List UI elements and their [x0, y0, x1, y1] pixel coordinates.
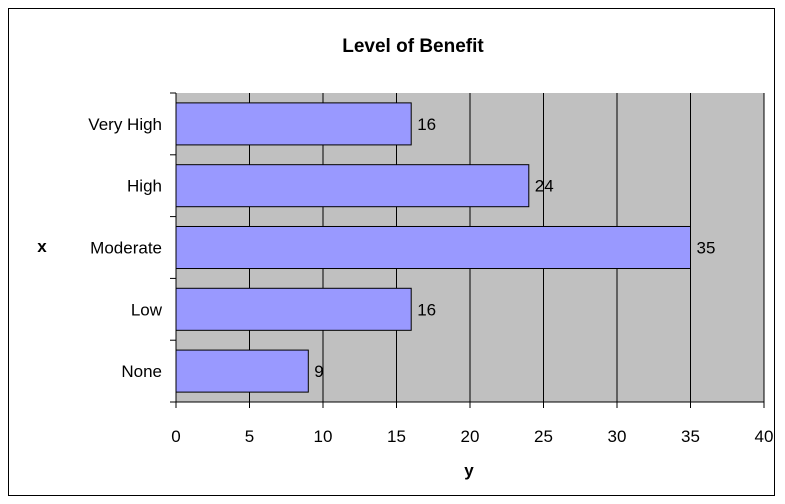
- bar-none: [175, 349, 309, 393]
- data-label: 16: [417, 115, 436, 134]
- bar-moderate: [175, 225, 691, 270]
- category-label: Low: [131, 300, 163, 319]
- bar-low: [175, 287, 412, 331]
- category-label: High: [127, 177, 162, 196]
- bar-high: [175, 164, 530, 208]
- x-tick-label: 0: [171, 427, 180, 446]
- data-label: 35: [697, 239, 716, 258]
- chart-title: Level of Benefit: [342, 36, 484, 57]
- x-tick-label: 5: [245, 427, 254, 446]
- category-label: Very High: [88, 115, 162, 134]
- data-label: 24: [535, 177, 554, 196]
- x-tick-label: 10: [314, 427, 333, 446]
- data-label: 16: [417, 300, 436, 319]
- x-tick-label: 35: [681, 427, 700, 446]
- y-axis-title: x: [37, 237, 47, 256]
- x-axis-title: y: [464, 461, 474, 480]
- x-tick-label: 20: [461, 427, 480, 446]
- x-tick-label: 40: [755, 427, 774, 446]
- category-label: Moderate: [90, 239, 162, 258]
- x-tick-label: 25: [534, 427, 553, 446]
- x-tick-label: 30: [608, 427, 627, 446]
- data-label: 9: [314, 362, 323, 381]
- category-label: None: [121, 362, 162, 381]
- bar-very-high: [175, 102, 412, 146]
- x-tick-label: 15: [387, 427, 406, 446]
